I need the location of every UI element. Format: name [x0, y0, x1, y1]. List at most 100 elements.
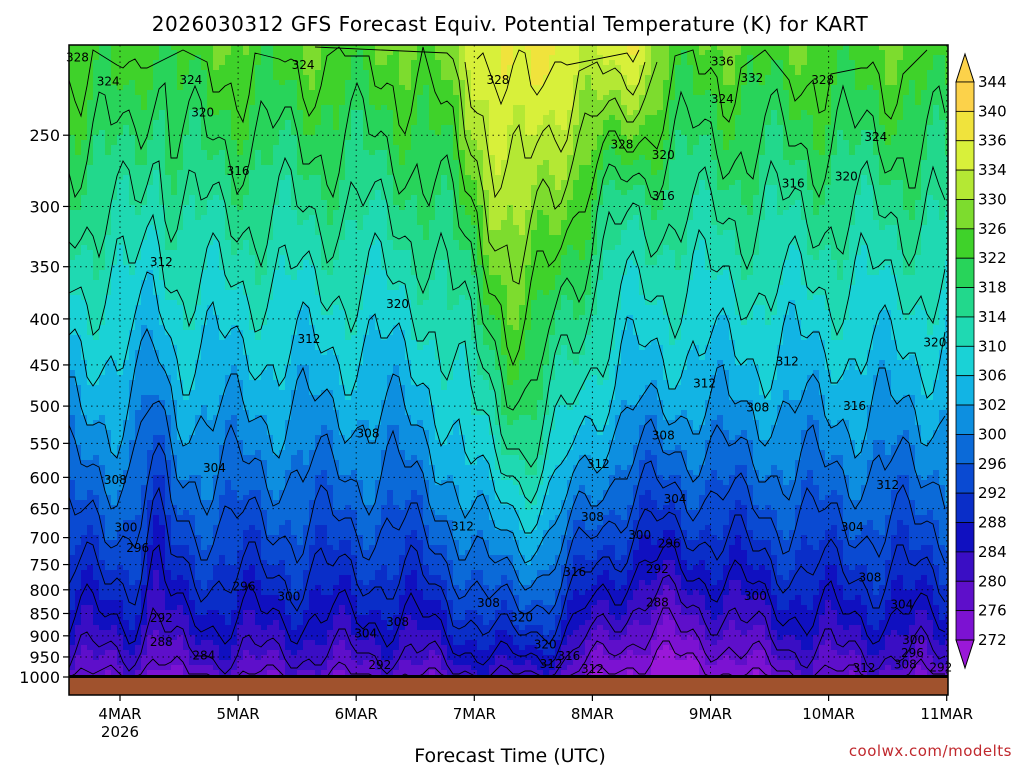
- heatmap-cell: [267, 530, 274, 536]
- heatmap-cell: [159, 510, 166, 516]
- heatmap-cell: [69, 390, 76, 396]
- heatmap-cell: [81, 655, 88, 661]
- heatmap-cell: [189, 415, 196, 421]
- heatmap-cell: [195, 300, 202, 306]
- heatmap-cell: [207, 340, 214, 346]
- heatmap-cell: [99, 340, 106, 346]
- heatmap-cell: [225, 75, 232, 81]
- heatmap-cell: [249, 45, 256, 51]
- heatmap-cell: [153, 165, 160, 171]
- heatmap-cell: [93, 480, 100, 486]
- heatmap-cell: [231, 350, 238, 356]
- heatmap-cell: [237, 215, 244, 221]
- heatmap-cell: [261, 130, 268, 136]
- heatmap-cell: [159, 410, 166, 416]
- heatmap-cell: [261, 630, 268, 636]
- heatmap-cell: [231, 160, 238, 166]
- heatmap-cell: [147, 495, 154, 501]
- heatmap-cell: [129, 200, 136, 206]
- heatmap-cell: [87, 295, 94, 301]
- heatmap-cell: [93, 195, 100, 201]
- heatmap-cell: [135, 80, 142, 86]
- heatmap-cell: [111, 90, 118, 96]
- heatmap-cell: [189, 550, 196, 556]
- heatmap-cell: [171, 280, 178, 286]
- heatmap-cell: [93, 60, 100, 66]
- heatmap-cell: [87, 465, 94, 471]
- heatmap-cell: [243, 380, 250, 386]
- heatmap-cell: [171, 140, 178, 146]
- heatmap-cell: [273, 145, 280, 151]
- heatmap-cell: [159, 615, 166, 621]
- heatmap-cell: [153, 625, 160, 631]
- heatmap-cell: [129, 675, 136, 681]
- heatmap-cell: [285, 200, 292, 206]
- heatmap-cell: [69, 145, 76, 151]
- heatmap-cell: [273, 410, 280, 416]
- heatmap-cell: [213, 415, 220, 421]
- heatmap-cell: [117, 45, 124, 51]
- heatmap-cell: [135, 395, 142, 401]
- heatmap-cell: [171, 350, 178, 356]
- heatmap-cell: [69, 645, 76, 651]
- heatmap-cell: [165, 70, 172, 76]
- heatmap-cell: [111, 655, 118, 661]
- heatmap-cell: [177, 70, 184, 76]
- heatmap-cell: [291, 450, 298, 456]
- heatmap-cell: [117, 75, 124, 81]
- heatmap-cell: [267, 595, 274, 601]
- heatmap-cell: [285, 350, 292, 356]
- heatmap-cell: [297, 115, 304, 121]
- heatmap-cell: [69, 370, 76, 376]
- heatmap-cell: [195, 85, 202, 91]
- heatmap-cell: [153, 340, 160, 346]
- heatmap-cell: [93, 655, 100, 661]
- heatmap-cell: [165, 215, 172, 221]
- heatmap-cell: [231, 630, 238, 636]
- heatmap-cell: [129, 80, 136, 86]
- heatmap-cell: [249, 80, 256, 86]
- heatmap-cell: [183, 310, 190, 316]
- heatmap-cell: [129, 495, 136, 501]
- heatmap-cell: [75, 115, 82, 121]
- heatmap-cell: [231, 605, 238, 611]
- heatmap-cell: [255, 340, 262, 346]
- heatmap-cell: [177, 420, 184, 426]
- heatmap-cell: [147, 270, 154, 276]
- heatmap-cell: [261, 330, 268, 336]
- heatmap-cell: [273, 230, 280, 236]
- heatmap-cell: [81, 590, 88, 596]
- heatmap-cell: [237, 615, 244, 621]
- heatmap-cell: [105, 485, 112, 491]
- heatmap-cell: [111, 170, 118, 176]
- heatmap-cell: [201, 105, 208, 111]
- heatmap-cell: [93, 50, 100, 56]
- heatmap-cell: [141, 660, 148, 666]
- heatmap-cell: [81, 405, 88, 411]
- heatmap-cell: [219, 320, 226, 326]
- heatmap-cell: [165, 110, 172, 116]
- heatmap-cell: [111, 45, 118, 51]
- heatmap-cell: [177, 330, 184, 336]
- heatmap-cell: [231, 545, 238, 551]
- heatmap-cell: [189, 135, 196, 141]
- heatmap-cell: [231, 470, 238, 476]
- heatmap-cell: [213, 260, 220, 266]
- heatmap-cell: [171, 230, 178, 236]
- heatmap-cell: [249, 530, 256, 536]
- heatmap-cell: [87, 385, 94, 391]
- heatmap-cell: [147, 290, 154, 296]
- heatmap-cell: [189, 535, 196, 541]
- heatmap-cell: [123, 510, 130, 516]
- heatmap-cell: [153, 640, 160, 646]
- heatmap-cell: [183, 240, 190, 246]
- heatmap-cell: [279, 290, 286, 296]
- heatmap-cell: [129, 570, 136, 576]
- heatmap-cell: [279, 580, 286, 586]
- heatmap-cell: [195, 455, 202, 461]
- heatmap-cell: [135, 185, 142, 191]
- heatmap-cell: [273, 335, 280, 341]
- heatmap-cell: [189, 330, 196, 336]
- heatmap-cell: [249, 165, 256, 171]
- heatmap-cell: [243, 435, 250, 441]
